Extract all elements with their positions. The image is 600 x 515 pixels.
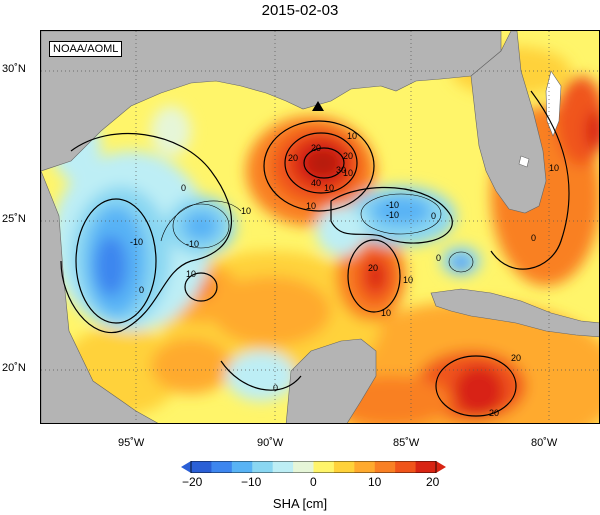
colorbar-tick: −10	[241, 475, 262, 489]
colorbar	[181, 461, 446, 473]
triangle-marker-icon	[312, 101, 324, 111]
lon-label: 80˚W	[531, 437, 558, 449]
contour-label: 10	[241, 206, 251, 216]
islands	[518, 70, 562, 168]
colorbar-left-arrow	[181, 461, 191, 473]
contour-label: 10	[347, 131, 357, 141]
contour-label: 20	[311, 143, 321, 153]
credit-label: NOAA/AOML	[49, 41, 123, 57]
contour-label: 10	[549, 163, 559, 173]
contour-label: 0	[531, 233, 536, 243]
contour-lines-thin	[160, 193, 474, 273]
contour-label: -10	[386, 200, 399, 210]
contour-label: -10	[186, 239, 199, 249]
sha-map: 10 20 10 0 -10 10 0 -10 -10 10 0 10 0 20…	[41, 31, 599, 423]
lon-label: 95˚W	[118, 437, 145, 449]
colorbar-right-arrow	[436, 461, 446, 473]
land	[41, 31, 599, 423]
colorbar-cell	[313, 461, 335, 473]
map-title: 2015-02-03	[261, 2, 339, 19]
lat-label: 20˚N	[2, 362, 26, 374]
lon-label: 85˚W	[393, 437, 420, 449]
contour-label: 20	[343, 151, 353, 161]
contour-label: 10	[403, 275, 413, 285]
colorbar-cell	[354, 461, 376, 473]
contour-label: 0	[431, 211, 436, 221]
contour-label: 0	[436, 253, 441, 263]
contour-label: 0	[139, 285, 144, 295]
contour-label: 0	[181, 183, 186, 193]
colorbar-tick: 10	[368, 475, 382, 489]
contour-label: 10	[343, 168, 353, 178]
colorbar-cell	[395, 461, 417, 473]
contour-label: -10	[130, 237, 143, 247]
gridlines	[41, 31, 599, 423]
contour-lines	[60, 90, 570, 417]
colorbar-tick: −20	[182, 475, 203, 489]
colorbar-tick: 0	[310, 475, 317, 489]
contour-label: 0	[273, 383, 278, 393]
lat-label: 30˚N	[2, 63, 26, 75]
contour-label: 10	[186, 269, 196, 279]
colorbar-cell	[231, 461, 253, 473]
contour-label: 10	[306, 201, 316, 211]
contour-label: 20	[511, 353, 521, 363]
contour-label: 10	[381, 308, 391, 318]
contour-label: 20	[368, 263, 378, 273]
colorbar-cell	[252, 461, 274, 473]
colorbar-cell	[293, 461, 314, 473]
contour-label-group: 10 20 10 0 -10 10 0 -10 -10 10 0 10 0 20…	[130, 131, 559, 418]
colorbar-border	[190, 461, 437, 473]
contour-label: 20	[489, 408, 499, 418]
contour-label: 10	[324, 183, 334, 193]
contour-label: 40	[311, 178, 321, 188]
colorbar-cell	[191, 461, 212, 473]
colorbar-cells	[191, 461, 437, 473]
colorbar-cell	[374, 461, 396, 473]
colorbar-tick: 20	[426, 475, 440, 489]
lat-label: 25˚N	[2, 213, 26, 225]
colorbar-cell	[333, 461, 355, 473]
contour-label: 20	[288, 153, 298, 163]
colorbar-label: SHA [cm]	[272, 496, 328, 511]
map-frame: 10 20 10 0 -10 10 0 -10 -10 10 0 10 0 20…	[40, 30, 600, 424]
colorbar-cell	[272, 461, 294, 473]
colorbar-cell	[415, 461, 437, 473]
colorbar-cell	[211, 461, 233, 473]
contour-label: 30	[336, 165, 346, 175]
lon-label: 90˚W	[257, 437, 284, 449]
contour-label: -10	[386, 210, 399, 220]
